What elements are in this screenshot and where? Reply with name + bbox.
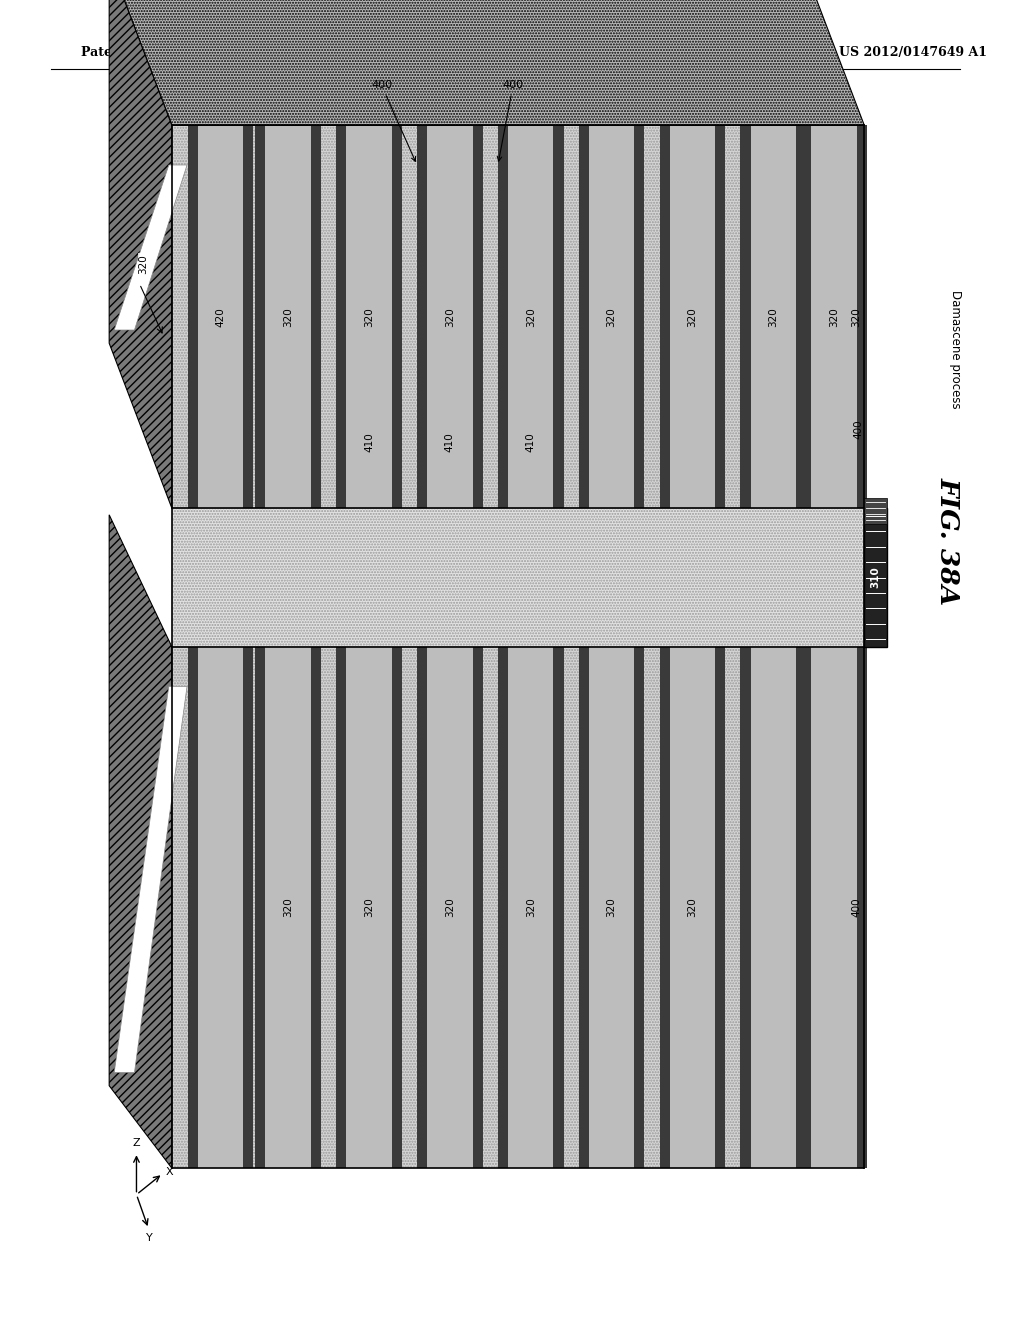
Bar [172,508,864,647]
Text: 320: 320 [283,308,293,326]
Text: 320: 320 [525,898,536,917]
Text: 400: 400 [498,81,523,161]
Text: 320: 320 [364,308,374,326]
Bar [634,125,644,508]
Bar [417,647,427,1168]
Text: 320: 320 [687,308,697,326]
Bar [665,647,720,1168]
Bar [473,125,482,508]
Polygon shape [110,515,172,1168]
Bar [584,647,639,1168]
Bar [311,647,321,1168]
Text: X: X [166,1167,173,1177]
Bar [187,125,198,508]
Bar [864,508,887,647]
Bar [498,647,508,1168]
Text: 320: 320 [364,898,374,917]
Text: 320: 320 [768,308,778,326]
Bar [659,125,670,508]
Text: FIG. 38A: FIG. 38A [936,477,961,606]
Text: 320: 320 [851,308,861,326]
Bar [745,647,801,1168]
Bar [392,125,401,508]
Bar [172,647,864,1168]
Text: 420: 420 [215,308,225,326]
Bar [255,647,265,1168]
Text: 320: 320 [444,898,455,917]
Bar [498,125,508,508]
Text: 310: 310 [870,566,881,589]
Bar [503,647,558,1168]
Text: 320: 320 [606,308,616,326]
Bar [554,647,563,1168]
Text: Patent Application Publication: Patent Application Publication [81,46,296,59]
Text: 320: 320 [525,308,536,326]
Bar [801,125,811,508]
Text: 410: 410 [525,433,536,451]
Text: 400: 400 [371,81,416,161]
Text: Y: Y [146,1233,153,1243]
Text: Jun. 14, 2012  Sheet 52 of 70: Jun. 14, 2012 Sheet 52 of 70 [343,46,547,59]
Bar [857,125,867,508]
Bar [260,125,316,508]
Bar [187,647,198,1168]
Polygon shape [115,165,187,330]
Polygon shape [115,686,187,1072]
Bar [417,125,427,508]
Text: Damascene process: Damascene process [949,290,962,409]
Bar [243,647,253,1168]
Text: 320: 320 [283,898,293,917]
Bar [740,647,751,1168]
Bar [864,498,887,524]
Bar [193,647,248,1168]
Polygon shape [110,0,172,508]
Bar [311,125,321,508]
Bar [255,125,265,508]
Bar [806,647,862,1168]
Bar [341,125,396,508]
Bar [745,125,801,508]
Bar [473,647,482,1168]
Bar [422,647,477,1168]
Text: 410: 410 [364,433,374,451]
Text: 400: 400 [851,898,861,917]
Bar [796,647,806,1168]
Bar [715,647,725,1168]
Bar [172,125,864,508]
Bar [336,647,346,1168]
Bar [579,125,589,508]
Text: 320: 320 [829,308,839,326]
Bar [243,125,253,508]
Bar [193,125,248,508]
Bar [715,125,725,508]
Text: 320: 320 [138,255,148,273]
Bar [796,125,806,508]
Bar [579,647,589,1168]
Bar [857,647,867,1168]
Text: 320: 320 [606,898,616,917]
Bar [554,125,563,508]
Bar [260,647,316,1168]
Bar [665,125,720,508]
Polygon shape [110,0,864,125]
Bar [659,647,670,1168]
Bar [422,125,477,508]
Bar [336,125,346,508]
Bar [801,647,811,1168]
Text: US 2012/0147649 A1: US 2012/0147649 A1 [839,46,987,59]
Text: 410: 410 [444,433,455,451]
Text: 320: 320 [687,898,697,917]
Text: Z: Z [133,1138,140,1148]
Bar [806,125,862,508]
Text: 400: 400 [853,420,863,438]
Bar [503,125,558,508]
Bar [740,125,751,508]
Text: 320: 320 [444,308,455,326]
Bar [392,647,401,1168]
Bar [341,647,396,1168]
Bar [634,647,644,1168]
Bar [584,125,639,508]
